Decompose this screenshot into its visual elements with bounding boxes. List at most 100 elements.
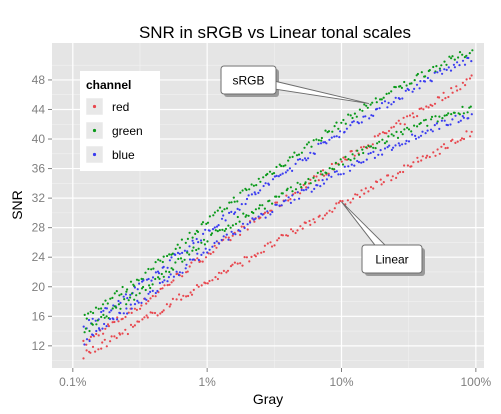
point-green-srgb (271, 172, 274, 175)
point-blue-linear (307, 186, 310, 189)
point-red-srgb (461, 81, 464, 84)
point-blue-linear (443, 119, 446, 122)
y-axis-label: SNR (9, 190, 25, 220)
point-blue-linear (398, 144, 401, 147)
point-green-srgb (405, 84, 408, 87)
point-blue-srgb (351, 121, 354, 124)
point-red-linear (387, 174, 390, 177)
point-green-srgb (212, 214, 215, 217)
point-green-srgb (435, 65, 438, 68)
point-red-linear (178, 293, 181, 296)
point-green-linear (83, 331, 86, 334)
point-blue-linear (257, 215, 260, 218)
point-blue-linear (424, 132, 427, 135)
point-green-srgb (125, 290, 128, 293)
point-green-linear (434, 115, 437, 118)
point-blue-srgb (147, 277, 150, 281)
point-red-srgb (116, 316, 119, 319)
point-green-srgb (154, 261, 157, 264)
point-blue-srgb (181, 251, 184, 254)
point-green-linear (294, 188, 298, 191)
point-green-srgb (166, 254, 169, 258)
point-red-linear (465, 130, 468, 133)
point-blue-srgb (273, 175, 276, 178)
point-blue-srgb (372, 114, 375, 117)
point-green-linear (339, 158, 342, 161)
point-red-srgb (259, 216, 262, 219)
point-blue-srgb (390, 103, 393, 106)
point-blue-srgb (195, 237, 198, 241)
point-blue-linear (316, 184, 319, 187)
point-red-linear (290, 228, 293, 231)
point-green-linear (392, 134, 395, 137)
point-red-srgb (95, 332, 98, 336)
x-tick-label: 1% (198, 375, 216, 389)
point-blue-srgb (234, 211, 237, 214)
point-blue-linear (230, 230, 233, 233)
point-red-linear (94, 350, 97, 353)
point-blue-linear (467, 117, 470, 120)
point-green-srgb (428, 69, 431, 72)
point-blue-linear (459, 119, 462, 122)
point-blue-linear (237, 229, 240, 232)
point-red-srgb (287, 199, 290, 202)
point-green-srgb (230, 201, 233, 204)
point-blue-srgb (224, 219, 227, 222)
point-green-srgb (400, 86, 403, 89)
point-green-srgb (218, 206, 222, 209)
point-red-srgb (342, 156, 345, 159)
point-red-linear (175, 298, 178, 301)
point-green-linear (192, 246, 195, 249)
point-green-srgb (250, 183, 253, 186)
point-green-srgb (87, 312, 90, 315)
point-green-srgb (118, 294, 121, 297)
point-red-linear (296, 229, 299, 232)
point-green-linear (357, 153, 361, 156)
point-blue-linear (339, 173, 342, 176)
point-red-linear (273, 244, 276, 247)
point-green-linear (144, 288, 147, 292)
point-red-linear (146, 316, 149, 319)
point-blue-srgb (217, 224, 220, 227)
point-blue-srgb (335, 135, 338, 138)
point-green-linear (242, 212, 245, 215)
point-blue-srgb (309, 151, 312, 154)
point-blue-srgb (298, 158, 302, 161)
point-red-linear (403, 164, 406, 167)
point-red-linear (321, 217, 324, 220)
point-blue-srgb (407, 88, 410, 92)
point-red-srgb (362, 145, 365, 148)
point-blue-srgb (288, 167, 291, 170)
point-blue-srgb (301, 159, 304, 162)
point-blue-srgb (257, 191, 260, 194)
point-red-srgb (106, 323, 110, 326)
point-green-linear (115, 306, 118, 309)
point-green-linear (453, 111, 456, 114)
point-blue-linear (105, 325, 108, 328)
point-green-srgb (445, 63, 448, 66)
point-green-linear (461, 105, 464, 108)
point-green-linear (430, 115, 434, 118)
point-red-srgb (89, 335, 92, 338)
point-green-linear (424, 118, 427, 121)
point-green-linear (210, 232, 214, 235)
point-green-srgb (101, 303, 105, 306)
point-red-linear (206, 282, 209, 285)
point-red-linear (360, 189, 363, 192)
point-blue-linear (249, 221, 252, 224)
point-blue-srgb (259, 189, 262, 192)
point-blue-linear (202, 251, 205, 254)
point-red-srgb (371, 143, 374, 146)
point-red-srgb (422, 108, 425, 111)
point-red-srgb (147, 300, 150, 303)
point-blue-linear (372, 150, 375, 153)
point-blue-srgb (439, 69, 442, 72)
point-green-srgb (312, 139, 315, 142)
point-green-srgb (255, 184, 258, 187)
point-blue-srgb (82, 325, 85, 328)
point-red-linear (262, 250, 265, 253)
point-green-linear (203, 243, 206, 246)
point-green-srgb (448, 55, 451, 58)
point-green-linear (238, 220, 241, 223)
point-green-linear (105, 315, 108, 318)
